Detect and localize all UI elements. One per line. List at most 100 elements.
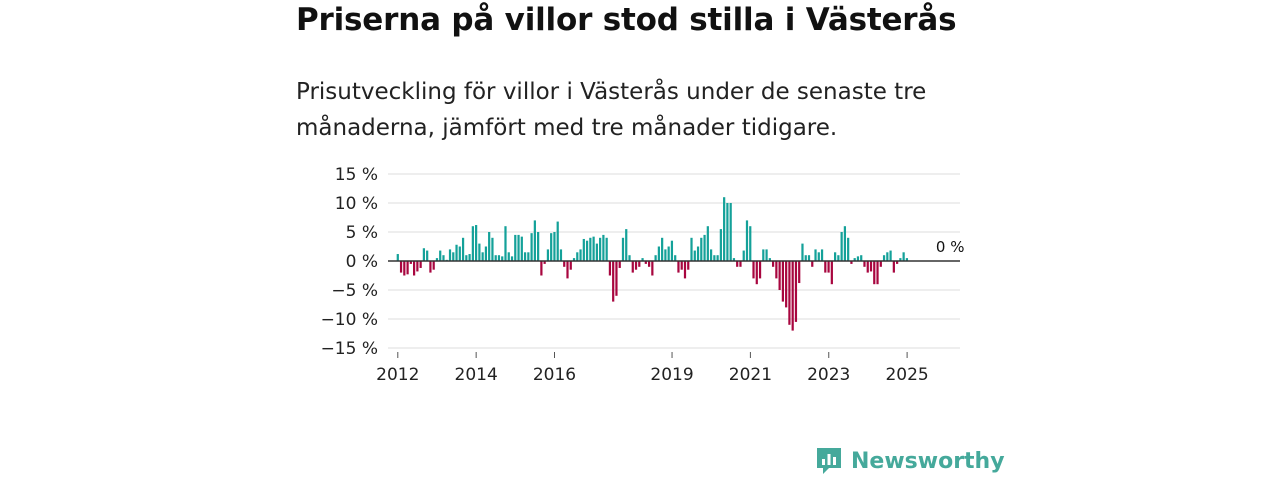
bar: [530, 233, 533, 261]
bar: [638, 261, 641, 267]
y-axis: 15 % 10 % 5 % 0 % −5 % −10 % −15 %: [321, 165, 378, 359]
bar: [559, 249, 563, 261]
bar: [621, 237, 625, 261]
bar: [716, 255, 719, 261]
bar: [820, 249, 824, 261]
bar: [801, 243, 804, 261]
bar: [442, 255, 445, 261]
bar: [647, 261, 651, 267]
bar: [837, 255, 840, 261]
bar: [850, 261, 853, 264]
bar: [625, 229, 628, 261]
bar: [674, 255, 677, 261]
bar: [817, 252, 820, 261]
bar: [847, 237, 850, 261]
bar: [517, 234, 520, 261]
y-tick-label: 0 %: [346, 252, 378, 272]
bar: [455, 244, 458, 261]
bar: [869, 261, 873, 272]
bar: [634, 261, 638, 270]
bar: [830, 261, 833, 285]
newsworthy-logo-icon: [817, 448, 841, 474]
bar: [856, 256, 860, 261]
bar: [677, 261, 680, 273]
x-axis: 2012 2014 2016 2019 2021 2023 2025: [376, 352, 929, 385]
bar: [729, 203, 732, 261]
bar: [775, 261, 778, 279]
bar: [608, 261, 612, 276]
bar: [533, 220, 536, 261]
bar: [612, 261, 615, 302]
bar: [719, 229, 722, 261]
bar: [726, 203, 729, 261]
bar: [458, 246, 461, 261]
x-tick-label: 2025: [885, 365, 928, 385]
bar: [605, 237, 608, 261]
bar: [785, 261, 788, 308]
bar: [882, 255, 886, 261]
bar: [504, 226, 507, 261]
bar: [713, 255, 716, 261]
chart-title: Priserna på villor stod stilla i Västerå…: [296, 2, 957, 38]
y-tick-label: −10 %: [321, 310, 378, 330]
bar: [439, 250, 442, 261]
bar: [556, 221, 559, 261]
bar: [435, 258, 439, 261]
brand-name: Newsworthy: [851, 448, 1005, 474]
bar: [899, 258, 902, 261]
bar: [755, 261, 758, 285]
bar: [416, 261, 419, 272]
bar: [396, 254, 399, 261]
bar: [892, 261, 895, 273]
bar: [595, 243, 598, 261]
bar: [853, 258, 856, 261]
bar: [488, 232, 491, 261]
bar: [657, 246, 660, 261]
x-tick-label: 2021: [729, 365, 772, 385]
bar: [406, 261, 409, 275]
x-tick-label: 2019: [650, 365, 693, 385]
bar: [742, 250, 745, 261]
bar: [399, 261, 403, 273]
bar: [670, 240, 674, 261]
bar: [497, 255, 501, 261]
y-tick-label: −15 %: [321, 339, 378, 359]
bar: [690, 237, 693, 261]
bar: [732, 258, 736, 261]
bar: [484, 246, 488, 261]
bar: [762, 249, 765, 261]
bar: [631, 261, 634, 273]
bar: [706, 226, 709, 261]
x-tick-label: 2023: [807, 365, 850, 385]
bar: [478, 243, 481, 261]
bar: [896, 261, 899, 264]
bar: [579, 249, 582, 261]
bar: [475, 225, 478, 261]
bar: [886, 252, 889, 261]
bar: [876, 261, 879, 285]
bar: [576, 252, 579, 261]
bar: [520, 236, 523, 261]
newsworthy-logo[interactable]: Newsworthy: [815, 446, 1005, 476]
bar: [566, 261, 569, 279]
bar: [507, 252, 510, 261]
bar: [889, 250, 892, 261]
latest-value-label: 0 %: [936, 238, 965, 256]
bar: [739, 261, 742, 267]
bar: [866, 261, 869, 273]
bar: [494, 255, 497, 261]
bar: [419, 261, 422, 268]
x-tick-label: 2014: [455, 365, 498, 385]
bar: [667, 246, 670, 261]
bar: [514, 234, 517, 261]
bar: [618, 261, 621, 268]
bar: [468, 254, 471, 261]
y-tick-label: 5 %: [346, 223, 378, 243]
bar: [491, 237, 494, 261]
bar: [683, 261, 687, 279]
bar: [563, 261, 566, 267]
bar: [807, 255, 811, 261]
bar: [582, 238, 585, 261]
bar: [543, 261, 546, 264]
bar: [827, 261, 830, 273]
